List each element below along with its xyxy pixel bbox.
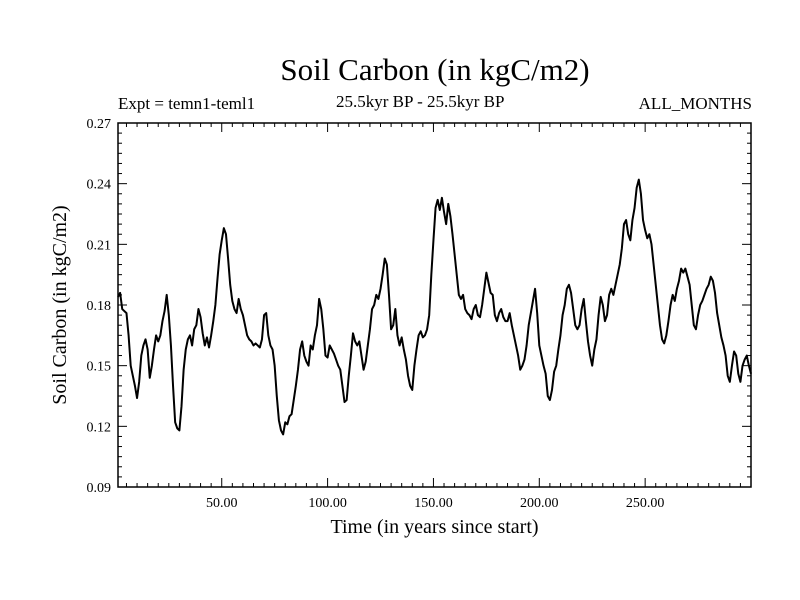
x-tick-label: 250.00 bbox=[626, 496, 665, 511]
series-group bbox=[117, 178, 752, 436]
axis-tick-labels: 50.00 100.00 150.00 200.00 250.00 0.09 0.12 0.1… bbox=[87, 117, 665, 511]
experiment-label: Expt = temn1-teml1 bbox=[118, 94, 256, 113]
y-tick-label: 0.12 bbox=[87, 420, 112, 435]
y-tick-label: 0.21 bbox=[87, 238, 112, 253]
x-tick-label: 50.00 bbox=[206, 496, 238, 511]
chart-title: Soil Carbon (in kgC/m2) bbox=[280, 52, 590, 87]
x-tick-label: 100.00 bbox=[308, 496, 347, 511]
series-line-0 bbox=[117, 178, 752, 436]
y-tick-label: 0.15 bbox=[87, 360, 112, 375]
months-label: ALL_MONTHS bbox=[638, 94, 752, 113]
x-tick-label: 200.00 bbox=[520, 496, 559, 511]
y-tick-label: 0.27 bbox=[87, 117, 112, 132]
x-tick-label: 150.00 bbox=[414, 496, 453, 511]
plot-frame bbox=[117, 122, 752, 488]
y-tick-label: 0.24 bbox=[87, 178, 112, 193]
x-axis-label: Time (in years since start) bbox=[330, 516, 539, 538]
axis-ticks bbox=[118, 123, 752, 487]
period-label: 25.5kyr BP - 25.5kyr BP bbox=[336, 92, 505, 111]
y-tick-label: 0.18 bbox=[87, 299, 112, 314]
y-tick-label: 0.09 bbox=[87, 481, 112, 496]
